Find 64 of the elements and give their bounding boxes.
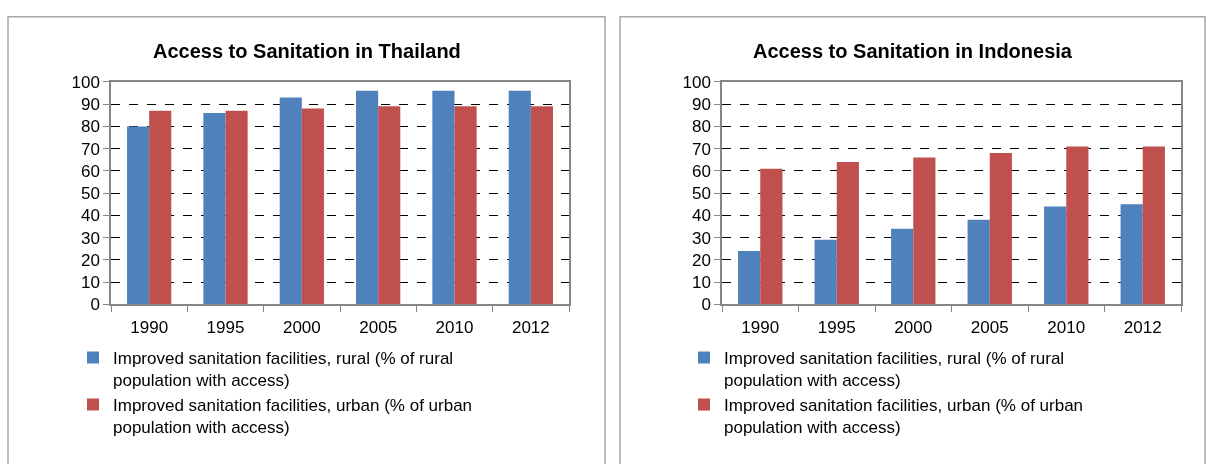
bar — [891, 228, 914, 305]
x-tick-label: 2010 — [1047, 317, 1086, 337]
bar — [508, 90, 531, 305]
y-tick-label: 20 — [691, 250, 711, 270]
y-tick-label: 40 — [691, 206, 711, 226]
x-tick-label: 1995 — [817, 317, 856, 337]
y-tick-label: 100 — [682, 72, 711, 92]
y-tick-label: 90 — [80, 95, 100, 115]
legend-label: Improved sanitation facilities, rural (% of rural population with access) — [724, 349, 1065, 391]
x-tick-label: 1990 — [130, 317, 169, 337]
y-tick-label: 60 — [80, 161, 100, 181]
x-tick-label: 1990 — [741, 317, 780, 337]
bar — [760, 168, 783, 305]
y-tick-label: 30 — [80, 228, 100, 248]
legend-label: Improved sanitation facilities, rural (% of rural population with access) — [113, 349, 454, 391]
bar — [814, 239, 837, 305]
bar — [967, 219, 990, 305]
legend-label: Improved sanitation facilities, urban (% of urban population with access) — [113, 396, 473, 438]
legend-label: Improved sanitation facilities, urban (% of urban population with access) — [724, 396, 1084, 438]
y-tick-label: 100 — [71, 72, 100, 92]
y-tick-label: 0 — [701, 295, 711, 315]
x-tick-label: 2005 — [359, 317, 398, 337]
y-tick-label: 10 — [80, 273, 100, 293]
y-tick-label: 0 — [90, 295, 100, 315]
y-tick-label: 80 — [80, 117, 100, 137]
x-tick-label: 2012 — [1123, 317, 1162, 337]
y-tick-label: 20 — [80, 250, 100, 270]
y-tick-label: 10 — [691, 273, 711, 293]
x-tick-label: 1995 — [206, 317, 245, 337]
bar — [432, 90, 455, 305]
y-tick-label: 70 — [691, 139, 711, 159]
bar — [301, 108, 324, 305]
bar — [530, 106, 553, 305]
bar — [225, 110, 248, 305]
bar — [356, 90, 379, 305]
bar — [738, 250, 761, 305]
bar — [378, 106, 401, 305]
bar — [203, 113, 226, 305]
x-tick-label: 2010 — [435, 317, 474, 337]
bar — [989, 153, 1012, 305]
y-tick-label: 30 — [691, 228, 711, 248]
x-tick-label: 2012 — [511, 317, 550, 337]
y-tick-label: 40 — [80, 206, 100, 226]
bar — [1066, 146, 1089, 305]
bar — [1142, 146, 1165, 305]
bar — [127, 126, 150, 305]
x-tick-label: 2000 — [894, 317, 933, 337]
bar — [454, 106, 477, 305]
bar — [913, 157, 936, 305]
bar — [1044, 206, 1067, 305]
y-tick-label: 50 — [691, 184, 711, 204]
chart-title: Access to Sanitation in Thailand — [153, 40, 461, 62]
chart-title: Access to Sanitation in Indonesia — [753, 40, 1073, 62]
x-tick-label: 2000 — [282, 317, 321, 337]
x-tick-label: 2005 — [970, 317, 1009, 337]
bar — [149, 110, 172, 305]
y-tick-label: 70 — [80, 139, 100, 159]
bar — [836, 161, 859, 305]
bar — [1120, 204, 1143, 305]
y-tick-label: 90 — [691, 95, 711, 115]
bar — [279, 97, 302, 305]
y-tick-label: 60 — [691, 161, 711, 181]
y-tick-label: 50 — [80, 184, 100, 204]
y-tick-label: 80 — [691, 117, 711, 137]
